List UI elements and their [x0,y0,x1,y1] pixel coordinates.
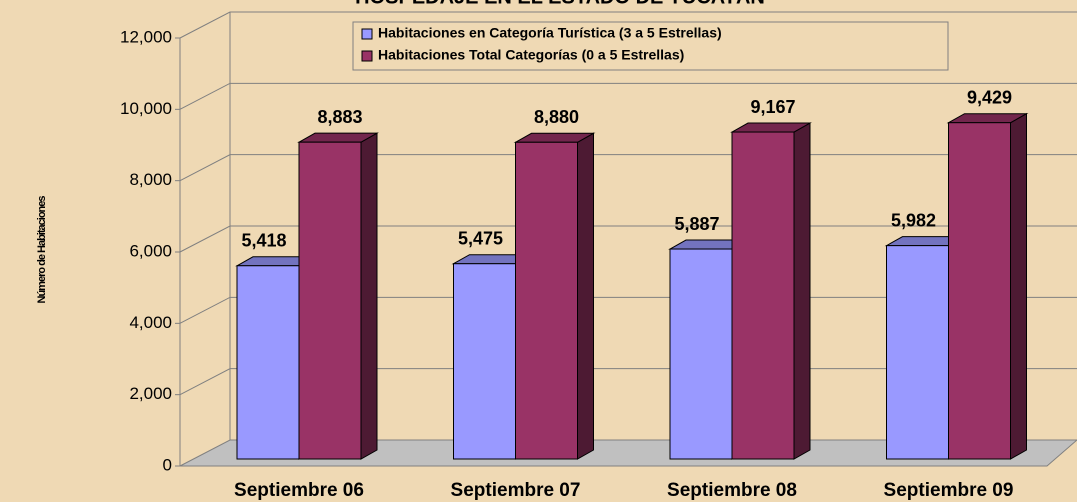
floor [179,439,1077,467]
y-tick-label: 0 [163,455,172,474]
legend-label: Habitaciones Total Categorías (0 a 5 Est… [378,47,684,63]
legend-swatch [361,50,373,62]
bar-side [360,132,378,460]
x-tick-label: Septiembre 07 [451,480,581,501]
y-axis-label: Número de Habitaciones [36,196,48,304]
legend-box [352,21,949,71]
y-tick-label: 8,000 [129,170,172,189]
grid-line [179,11,1077,39]
bar [731,131,795,460]
grid-line [179,82,1077,110]
data-label: 5,418 [241,231,286,251]
bar-side [1010,112,1027,460]
bar [298,141,362,460]
legend-label: Habitaciones en Categoría Turística (3 a… [378,25,722,41]
y-tick-label: 2,000 [129,384,172,403]
bar [236,265,300,460]
data-label: 9,429 [967,87,1012,107]
y-tick-label: 10,000 [120,99,172,118]
legend-swatch [361,28,373,40]
data-label: 5,475 [458,228,503,248]
data-label: 8,883 [317,107,362,127]
y-tick-label: 6,000 [129,241,172,260]
chart-title: HOSPEDAJE EN EL ESTADO DE YUCATÁN [355,0,765,8]
x-tick-label: Septiembre 08 [667,480,797,501]
bar [669,248,733,460]
data-label: 9,167 [750,97,795,117]
bar-side [793,122,811,460]
bar [886,245,949,460]
bar [948,122,1011,460]
x-tick-label: Septiembre 09 [884,480,1014,501]
bar [453,263,516,460]
data-label: 5,887 [674,214,719,234]
x-tick-label: Septiembre 06 [234,480,364,501]
data-label: 5,982 [891,210,936,230]
y-tick-label: 4,000 [129,313,172,332]
data-label: 8,880 [534,107,579,127]
y-tick-label: 12,000 [120,27,172,46]
bar-side [577,132,594,460]
bar [515,141,578,460]
